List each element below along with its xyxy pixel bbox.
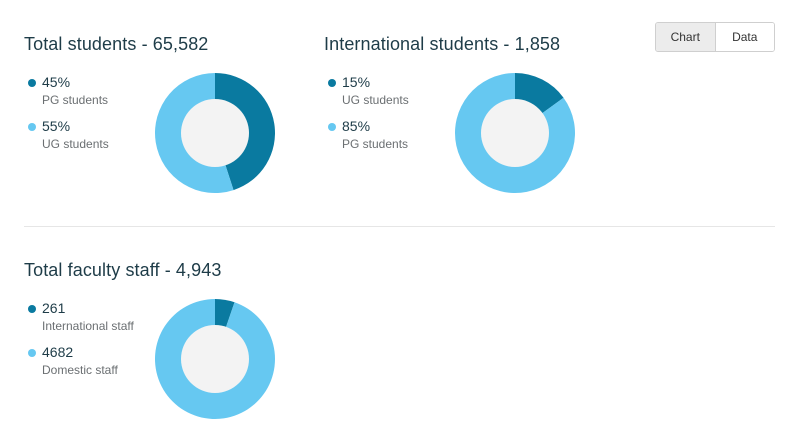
legend-label: UG students <box>342 93 409 107</box>
legend-item: 55% UG students <box>28 118 158 162</box>
legend: 261 International staff 4682 Domestic st… <box>28 300 158 388</box>
panel-title: Total faculty staff - 4,943 <box>24 260 222 280</box>
legend-value: 45% <box>42 74 71 90</box>
legend-item: 4682 Domestic staff <box>28 344 158 388</box>
faculty-staff-panel: Total faculty staff - 4,943 261 Internat… <box>24 260 284 430</box>
legend: 45% PG students 55% UG students <box>28 74 158 162</box>
legend-value: 85% <box>342 118 371 134</box>
legend-label: International staff <box>42 319 134 333</box>
legend: 15% UG students 85% PG students <box>328 74 458 162</box>
legend-dot-icon <box>28 123 36 131</box>
total-students-donut-chart <box>155 73 276 193</box>
panel-title: Total students - 65,582 <box>24 34 209 54</box>
legend-dot-icon <box>28 349 36 357</box>
international-students-panel: International students - 1,858 15% UG st… <box>324 34 604 204</box>
legend-dot-icon <box>328 79 336 87</box>
donut-hole <box>181 325 249 393</box>
legend-value: 261 <box>42 300 66 316</box>
legend-dot-icon <box>28 79 36 87</box>
legend-item: 85% PG students <box>328 118 458 162</box>
section-divider <box>24 226 775 227</box>
donut-hole <box>181 99 249 167</box>
legend-item: 261 International staff <box>28 300 158 344</box>
data-view-button[interactable]: Data <box>715 23 774 51</box>
legend-value: 4682 <box>42 344 74 360</box>
international-students-donut-chart <box>455 73 575 193</box>
faculty-staff-donut-chart <box>155 299 275 419</box>
legend-label: PG students <box>42 93 109 107</box>
view-toggle: Chart Data <box>655 22 775 52</box>
chart-view-button[interactable]: Chart <box>656 23 716 51</box>
legend-dot-icon <box>328 123 336 131</box>
legend-value: 55% <box>42 118 71 134</box>
legend-label: PG students <box>342 137 409 151</box>
legend-value: 15% <box>342 74 371 90</box>
legend-item: 15% UG students <box>328 74 458 118</box>
panel-title: International students - 1,858 <box>324 34 561 54</box>
legend-dot-icon <box>28 305 36 313</box>
total-students-panel: Total students - 65,582 45% PG students … <box>24 34 284 204</box>
legend-label: Domestic staff <box>42 363 118 377</box>
donut-hole <box>481 99 549 167</box>
legend-label: UG students <box>42 137 109 151</box>
legend-item: 45% PG students <box>28 74 158 118</box>
